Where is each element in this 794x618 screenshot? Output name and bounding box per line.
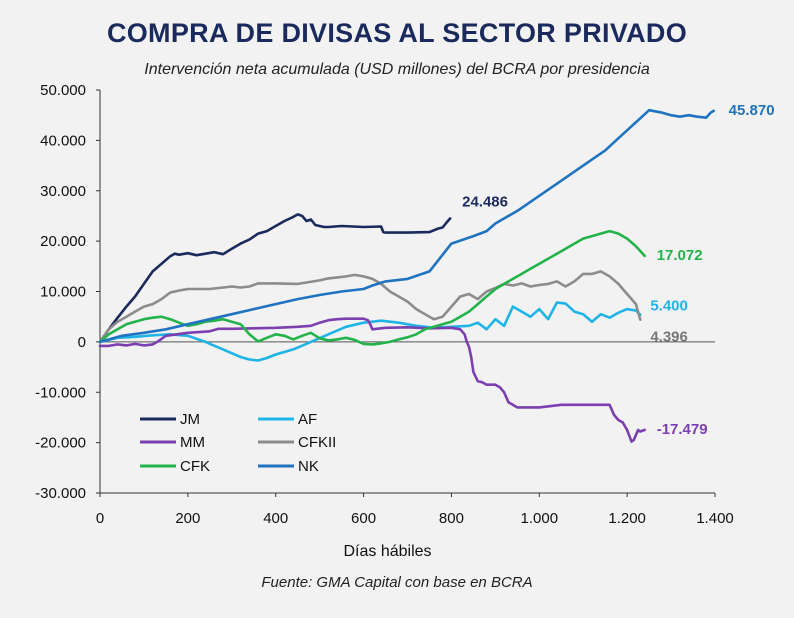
y-tick-label: -30.000 — [35, 485, 86, 502]
series-line-cfk — [98, 229, 647, 346]
y-tick-label: 40.000 — [40, 132, 86, 149]
x-tick-label: 0 — [96, 510, 104, 527]
series-line-cfkii — [98, 270, 642, 344]
y-tick-label: -10.000 — [35, 384, 86, 401]
chart-source: Fuente: GMA Capital con base en BCRA — [261, 574, 533, 591]
end-label-jm: 24.486 — [462, 194, 508, 211]
end-label-cfk: 17.072 — [657, 247, 703, 264]
legend-label-mm: MM — [180, 434, 205, 451]
end-label-nk: 45.870 — [729, 102, 775, 119]
x-tick-label: 1.000 — [521, 510, 559, 527]
legend-label-af: AF — [298, 411, 317, 428]
y-tick-label: -20.000 — [35, 435, 86, 452]
legend-label-nk: NK — [298, 458, 319, 475]
series-line-jm — [98, 213, 452, 344]
y-tick-label: 0 — [78, 334, 86, 351]
legend-label-cfkii: CFKII — [298, 434, 336, 451]
series-layer — [98, 108, 716, 443]
x-tick-label: 600 — [351, 510, 376, 527]
y-tick-label: 20.000 — [40, 233, 86, 250]
x-tick-label: 800 — [439, 510, 464, 527]
y-tick-label: 30.000 — [40, 183, 86, 200]
end-labels: 24.486 5.400 -17.479 4.396 17.072 45.870 — [462, 102, 774, 438]
series-line-nk — [98, 108, 716, 344]
x-tick-label: 200 — [175, 510, 200, 527]
x-tick-label: 1.200 — [608, 510, 646, 527]
series-line-af — [98, 301, 642, 362]
legend-label-jm: JM — [180, 411, 200, 428]
chart-subtitle: Intervención neta acumulada (USD millone… — [144, 61, 650, 78]
x-axis-label: Días hábiles — [343, 543, 431, 560]
end-label-cfkii: 4.396 — [650, 329, 688, 346]
axes: 50.000 40.000 30.000 20.000 10.000 0 -10.000 -2… — [35, 82, 734, 560]
end-label-mm: -17.479 — [657, 421, 708, 438]
series-line-mm — [98, 317, 647, 443]
end-label-af: 5.400 — [650, 298, 688, 315]
legend-label-cfk: CFK — [180, 458, 210, 475]
x-tick-label: 1.400 — [696, 510, 734, 527]
legend: JM AF MM CFKII CFK NK — [140, 411, 336, 475]
chart-title: COMPRA DE DIVISAS AL SECTOR PRIVADO — [106, 18, 688, 48]
y-tick-label: 10.000 — [40, 284, 86, 301]
x-tick-label: 400 — [263, 510, 288, 527]
y-tick-label: 50.000 — [40, 82, 86, 99]
